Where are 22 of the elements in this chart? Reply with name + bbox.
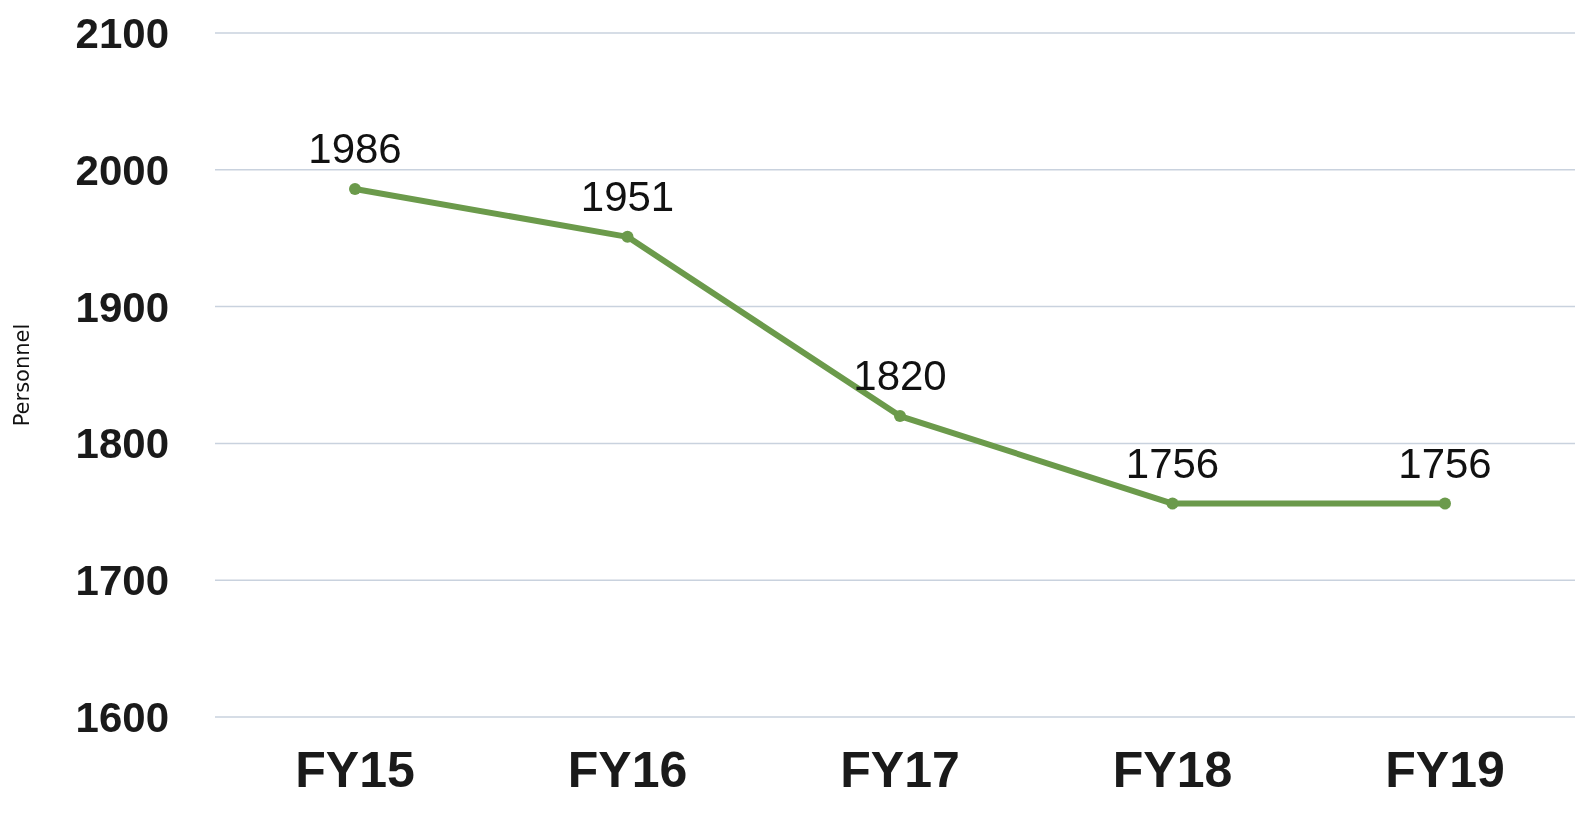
x-tick-label: FY17 xyxy=(840,741,960,798)
data-label: 1756 xyxy=(1398,439,1492,487)
x-tick-label: FY18 xyxy=(1112,741,1233,798)
y-axis-title: Personnel xyxy=(10,323,35,427)
data-label: 1986 xyxy=(308,124,402,172)
point xyxy=(349,182,361,195)
x-tick-label: FY16 xyxy=(567,741,688,798)
y-tick-label: 1600 xyxy=(75,693,169,741)
y-tick-label: 1800 xyxy=(75,420,169,468)
y-tick-label: 1900 xyxy=(75,283,169,331)
data-label: 1951 xyxy=(580,172,675,220)
y-tick-label: 1700 xyxy=(75,557,169,605)
y-tick-label: 2100 xyxy=(75,9,169,57)
data-label: 1756 xyxy=(1125,439,1220,487)
data-label: 1820 xyxy=(853,352,947,400)
x-tick-label: FY19 xyxy=(1385,741,1505,798)
y-tick-label: 2000 xyxy=(75,146,169,194)
point xyxy=(894,410,906,423)
point xyxy=(1439,497,1451,510)
point xyxy=(621,230,634,243)
x-tick-label: FY15 xyxy=(295,741,415,798)
point xyxy=(1166,497,1179,510)
